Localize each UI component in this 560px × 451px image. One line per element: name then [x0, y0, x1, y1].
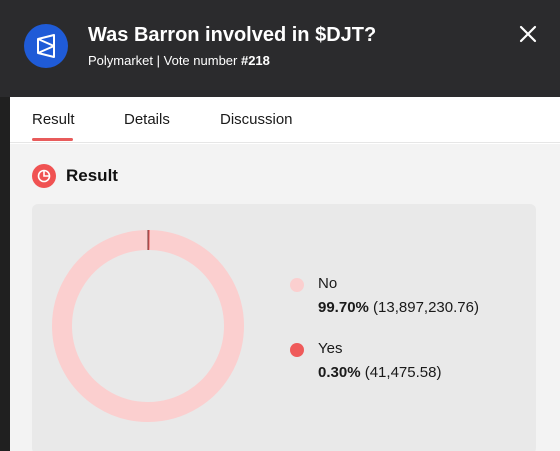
tab-result[interactable]: Result [32, 111, 75, 128]
close-icon [519, 25, 537, 43]
tab-bar: Result Details Discussion [10, 97, 560, 143]
result-chart-card: No 99.70% (13,897,230.76) Yes 0.30% (41,… [32, 204, 536, 451]
legend-percent-yes: 0.30% [318, 364, 361, 381]
background-window-edge [0, 0, 10, 451]
modal-header: Was Barron involved in $DJT? Polymarket … [0, 0, 560, 97]
result-donut-chart [52, 230, 244, 422]
market-source: Polymarket [88, 53, 154, 68]
legend-value-yes: 0.30% (41,475.58) [318, 364, 441, 381]
legend-amount-no: (13,897,230.76) [373, 299, 479, 316]
pie-chart-icon [32, 164, 56, 188]
polymarket-logo-icon [24, 24, 68, 68]
close-button[interactable] [516, 22, 540, 46]
tab-details[interactable]: Details [124, 111, 170, 128]
active-tab-indicator [32, 138, 73, 141]
legend-amount-yes: (41,475.58) [364, 364, 442, 381]
vote-prefix: Vote number [163, 53, 241, 68]
result-section-header: Result [32, 164, 118, 188]
result-panel: Result No 99.70% (13,897,230.76) Yes 0.3… [10, 144, 560, 451]
legend-dot-yes [290, 343, 304, 357]
legend-percent-no: 99.70% [318, 299, 369, 316]
legend-label-no: No [318, 275, 338, 292]
tab-discussion[interactable]: Discussion [220, 111, 293, 128]
vote-number: #218 [240, 53, 270, 68]
legend-dot-no [290, 278, 304, 292]
market-subtitle: Polymarket | Vote number #218 [88, 53, 270, 68]
subtitle-separator: | [153, 53, 164, 68]
donut-slice-no [52, 230, 244, 422]
legend-value-no: 99.70% (13,897,230.76) [318, 299, 479, 316]
legend-label-yes: Yes [318, 340, 343, 357]
market-title: Was Barron involved in $DJT? [88, 24, 377, 46]
result-heading: Result [66, 166, 118, 185]
